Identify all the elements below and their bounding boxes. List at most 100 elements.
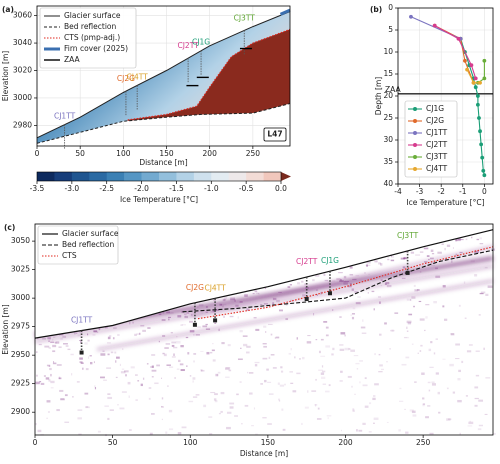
radar-speckle — [213, 298, 216, 302]
radar-speckle — [253, 407, 256, 410]
radar-speckle — [442, 358, 446, 360]
radar-speckle — [229, 315, 234, 318]
radar-speckle — [389, 348, 391, 350]
radar-speckle — [195, 394, 200, 396]
y-tick-label: 15 — [383, 69, 393, 78]
radar-speckle — [142, 329, 146, 332]
radar-speckle — [276, 299, 280, 303]
radar-speckle — [200, 369, 203, 372]
radar-speckle — [177, 315, 182, 318]
radar-speckle — [352, 409, 355, 412]
radar-speckle — [326, 415, 332, 417]
radar-speckle — [390, 255, 392, 257]
radar-speckle — [272, 302, 275, 305]
radar-speckle — [429, 432, 434, 435]
radar-speckle — [84, 342, 88, 345]
radar-speckle — [165, 431, 168, 434]
radar-speckle — [350, 314, 352, 317]
radar-speckle — [483, 347, 485, 350]
radar-speckle — [325, 334, 329, 337]
radar-speckle — [82, 367, 84, 370]
legend-label: Glacier surface — [64, 11, 121, 20]
radar-speckle — [349, 266, 353, 269]
radar-speckle — [297, 282, 300, 285]
radar-speckle — [408, 313, 413, 316]
radar-speckle — [450, 333, 455, 336]
x-axis-label: Distance [m] — [240, 449, 288, 458]
radar-speckle — [161, 319, 166, 321]
radar-speckle — [422, 397, 425, 400]
radar-speckle — [53, 336, 56, 338]
radar-speckle — [130, 366, 135, 369]
radar-speckle — [386, 361, 388, 363]
radar-speckle — [48, 347, 51, 349]
radar-speckle — [455, 343, 461, 346]
radar-speckle — [380, 285, 383, 287]
radar-speckle — [468, 421, 474, 425]
profile-label-box — [263, 127, 287, 142]
legend-label: CJ1G — [426, 104, 444, 113]
radar-speckle — [156, 364, 160, 367]
radar-speckle — [235, 304, 239, 307]
radar-speckle — [406, 326, 408, 329]
radar-speckle — [390, 329, 395, 332]
radar-speckle — [244, 404, 249, 407]
radar-speckle — [52, 344, 57, 348]
radar-speckle — [369, 402, 372, 405]
radar-speckle — [268, 393, 274, 395]
radar-speckle — [168, 409, 173, 413]
radar-speckle — [492, 432, 496, 435]
data-point — [409, 14, 413, 19]
plot-frame — [36, 5, 291, 147]
radar-speckle — [236, 393, 239, 396]
radar-speckle — [321, 376, 326, 380]
radar-speckle — [351, 316, 355, 320]
radar-speckle — [80, 362, 84, 364]
radar-speckle — [327, 417, 329, 420]
radar-speckle — [402, 266, 406, 269]
radar-speckle — [148, 397, 151, 400]
radar-speckle — [223, 298, 227, 301]
radar-speckle — [278, 291, 282, 293]
radar-speckle — [103, 379, 107, 381]
radar-speckle — [423, 247, 429, 250]
radar-speckle — [212, 310, 216, 313]
radar-speckle — [214, 393, 218, 396]
radar-speckle — [431, 253, 435, 255]
radar-speckle — [248, 372, 254, 374]
radar-speckle — [260, 383, 263, 385]
bed-reflection — [182, 249, 494, 313]
radar-speckle — [332, 309, 334, 311]
bed-reflection — [36, 103, 291, 144]
radar-speckle — [158, 340, 160, 343]
radar-speckle — [106, 367, 112, 369]
x-tick-label: 200 — [203, 149, 218, 158]
radar-speckle — [212, 343, 214, 345]
radar-speckle — [262, 417, 267, 419]
radar-speckle — [325, 345, 331, 348]
radar-speckle — [184, 315, 187, 318]
radar-speckle — [79, 331, 83, 334]
radar-speckle — [315, 404, 317, 407]
radar-speckle — [480, 291, 486, 294]
radar-speckle — [359, 360, 363, 362]
radar-speckle — [366, 261, 371, 264]
radar-speckle — [110, 351, 114, 354]
radar-speckle — [430, 264, 436, 267]
radar-speckle — [151, 353, 156, 356]
radar-speckle — [183, 313, 187, 316]
radar-speckle — [459, 432, 461, 435]
radar-speckle — [197, 326, 201, 328]
radar-speckle — [242, 335, 248, 337]
radar-speckle — [410, 251, 415, 254]
radar-speckle — [457, 378, 461, 381]
radar-speckle — [60, 398, 65, 401]
radar-speckle — [474, 250, 480, 254]
radar-speckle — [161, 405, 163, 408]
panel-label: (c) — [4, 223, 15, 232]
radar-speckle — [46, 417, 48, 419]
radar-speckle — [136, 333, 141, 335]
data-point — [475, 102, 480, 107]
data-point — [432, 23, 437, 28]
radar-speckle — [455, 239, 458, 242]
